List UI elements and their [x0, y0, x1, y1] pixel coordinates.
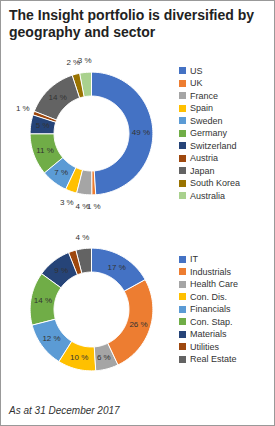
svg-text:12 %: 12 %: [42, 334, 60, 343]
html-text:Con. Stap.: Con. Stap.: [190, 316, 233, 327]
svg-text:2 %: 2 %: [66, 58, 81, 68]
html-text:Utilities: Utilities: [190, 341, 219, 352]
html-text:As at 31 December 2017: As at 31 December 2017: [9, 405, 120, 416]
html-text:Austria: Austria: [190, 153, 218, 163]
html-text:Con. Dis.: Con. Dis.: [190, 291, 227, 302]
html-text:Germany: Germany: [190, 128, 227, 138]
svg-text:3 %: 3 %: [78, 56, 92, 65]
svg-text:10 %: 10 %: [70, 353, 88, 362]
html-text:US: US: [190, 65, 203, 76]
html-text:Australia: Australia: [190, 190, 225, 201]
html-text:The Insight portfolio is diver: The Insight portfolio is diversified by …: [9, 7, 254, 40]
html-text:Health Care: Health Care: [190, 279, 238, 289]
html-text:Financials: Financials: [190, 304, 231, 314]
html-text:Real Estate: Real Estate: [190, 354, 237, 364]
svg-text:4 %: 4 %: [75, 201, 89, 210]
svg-text:1 %: 1 %: [16, 104, 30, 113]
html-text:UK: UK: [190, 78, 203, 88]
svg-text:4 %: 4 %: [75, 233, 89, 242]
svg-text:1 %: 1 %: [86, 202, 101, 211]
html-text:Sweden: Sweden: [190, 115, 223, 126]
svg-text:49 %: 49 %: [132, 128, 150, 137]
svg-text:11 %: 11 %: [36, 146, 54, 155]
html-text:South Korea: South Korea: [190, 178, 240, 188]
html-text:IT: IT: [190, 254, 198, 264]
svg-text:17 %: 17 %: [108, 263, 126, 272]
html-text:Materials: Materials: [190, 329, 227, 339]
svg-text:26 %: 26 %: [129, 320, 147, 329]
svg-text:7 %: 7 %: [54, 168, 68, 177]
svg-text:14 %: 14 %: [34, 296, 52, 305]
html-text:Spain: Spain: [190, 103, 213, 113]
html-text:Switzerland: Switzerland: [190, 140, 237, 151]
svg-text:6 %: 6 %: [97, 353, 111, 362]
svg-text:5 %: 5 %: [36, 121, 50, 130]
html-text:Japan: Japan: [190, 165, 215, 176]
svg-text:9 %: 9 %: [54, 266, 68, 275]
html-text:Industrials: Industrials: [190, 266, 231, 277]
svg-text:14 %: 14 %: [49, 93, 67, 102]
svg-text:3 %: 3 %: [60, 198, 74, 207]
html-text:France: France: [190, 90, 218, 101]
